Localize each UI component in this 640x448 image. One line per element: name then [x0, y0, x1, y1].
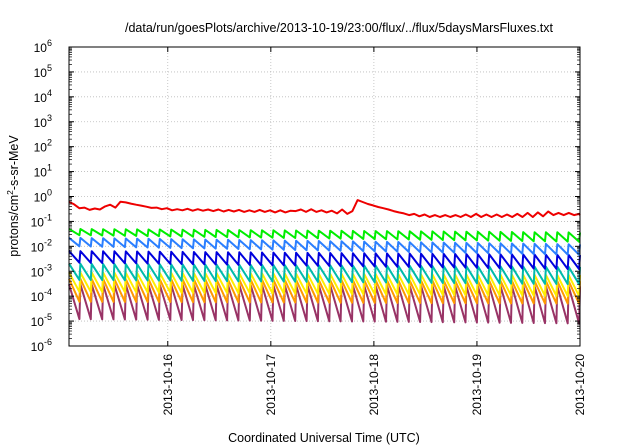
- y-tick-label: 10-5: [31, 312, 52, 329]
- x-tick-label: 2013-10-20: [573, 354, 587, 416]
- y-tick-label-exponent: -3: [44, 262, 52, 272]
- y-axis: 10-610-510-410-310-210-11001011021031041…: [31, 38, 580, 354]
- y-axis-label: protons/cm2-s-sr-MeV: [5, 135, 21, 257]
- y-tick-label-exponent: 6: [47, 38, 52, 48]
- y-tick-label-base: 10: [34, 166, 48, 180]
- y-tick-label-exponent: -4: [44, 287, 52, 297]
- y-tick-label-exponent: 3: [47, 113, 52, 123]
- flux-series-line: [68, 262, 581, 286]
- y-tick-label-base: 10: [31, 340, 45, 354]
- x-tick-label: 2013-10-19: [470, 354, 484, 416]
- y-axis-label-rest: -s-sr-MeV: [7, 135, 21, 191]
- flux-series-line-red: [68, 199, 581, 218]
- x-axis-label: Coordinated Universal Time (UTC): [228, 431, 420, 445]
- y-tick-label: 104: [34, 88, 52, 105]
- y-tick-label: 103: [34, 113, 52, 130]
- x-axis: 2013-10-16 2013-10-17 2013-10-18 2013-10-19…: [161, 47, 587, 415]
- y-tick-label-exponent: 0: [47, 188, 52, 198]
- y-axis-label-superscript: 2: [5, 190, 15, 195]
- flux-series-line: [68, 277, 581, 305]
- y-tick-label: 100: [34, 188, 52, 205]
- x-tick-label: 2013-10-16: [161, 354, 175, 416]
- y-tick-label-base: 10: [31, 265, 45, 279]
- flux-series-line: [68, 228, 581, 243]
- y-tick-label: 102: [34, 138, 52, 155]
- y-tick-label-exponent: -5: [44, 312, 52, 322]
- y-tick-label-exponent: 5: [47, 63, 52, 73]
- y-tick-label: 10-2: [31, 237, 52, 254]
- chart-title: /data/run/goesPlots/archive/2013-10-19/2…: [125, 21, 554, 35]
- y-tick-label: 10-4: [31, 287, 52, 304]
- y-tick-label-base: 10: [34, 66, 48, 80]
- y-tick-label-base: 10: [34, 191, 48, 205]
- y-tick-label-exponent: -1: [44, 212, 52, 222]
- y-tick-label-base: 10: [31, 315, 45, 329]
- x-tick-label: 2013-10-17: [264, 354, 278, 416]
- y-tick-label-base: 10: [34, 141, 48, 155]
- flux-series-line: [68, 271, 581, 298]
- y-axis-label-base: protons/cm: [7, 195, 21, 257]
- y-tick-label-base: 10: [34, 116, 48, 130]
- flux-series-line: [68, 250, 581, 271]
- flux-series-line: [68, 236, 581, 256]
- x-tick-label: 2013-10-18: [367, 354, 381, 416]
- y-tick-label: 10-6: [31, 337, 52, 354]
- y-tick-label: 10-1: [31, 212, 52, 229]
- y-tick-label: 101: [34, 163, 52, 180]
- y-tick-label: 10-3: [31, 262, 52, 279]
- y-tick-label-exponent: -2: [44, 237, 52, 247]
- y-tick-label-exponent: 4: [47, 88, 52, 98]
- y-tick-label-base: 10: [31, 240, 45, 254]
- y-tick-label: 106: [34, 38, 52, 55]
- y-tick-label-exponent: -6: [44, 337, 52, 347]
- grid: [69, 47, 580, 346]
- y-tick-label-base: 10: [31, 290, 45, 304]
- y-tick-label-exponent: 1: [47, 163, 52, 173]
- flux-series-line: [68, 283, 581, 325]
- series-layer: [68, 199, 581, 325]
- y-tick-label: 105: [34, 63, 52, 80]
- y-tick-label-exponent: 2: [47, 138, 52, 148]
- y-tick-label-base: 10: [34, 41, 48, 55]
- y-tick-label-base: 10: [31, 215, 45, 229]
- y-tick-label-base: 10: [34, 91, 48, 105]
